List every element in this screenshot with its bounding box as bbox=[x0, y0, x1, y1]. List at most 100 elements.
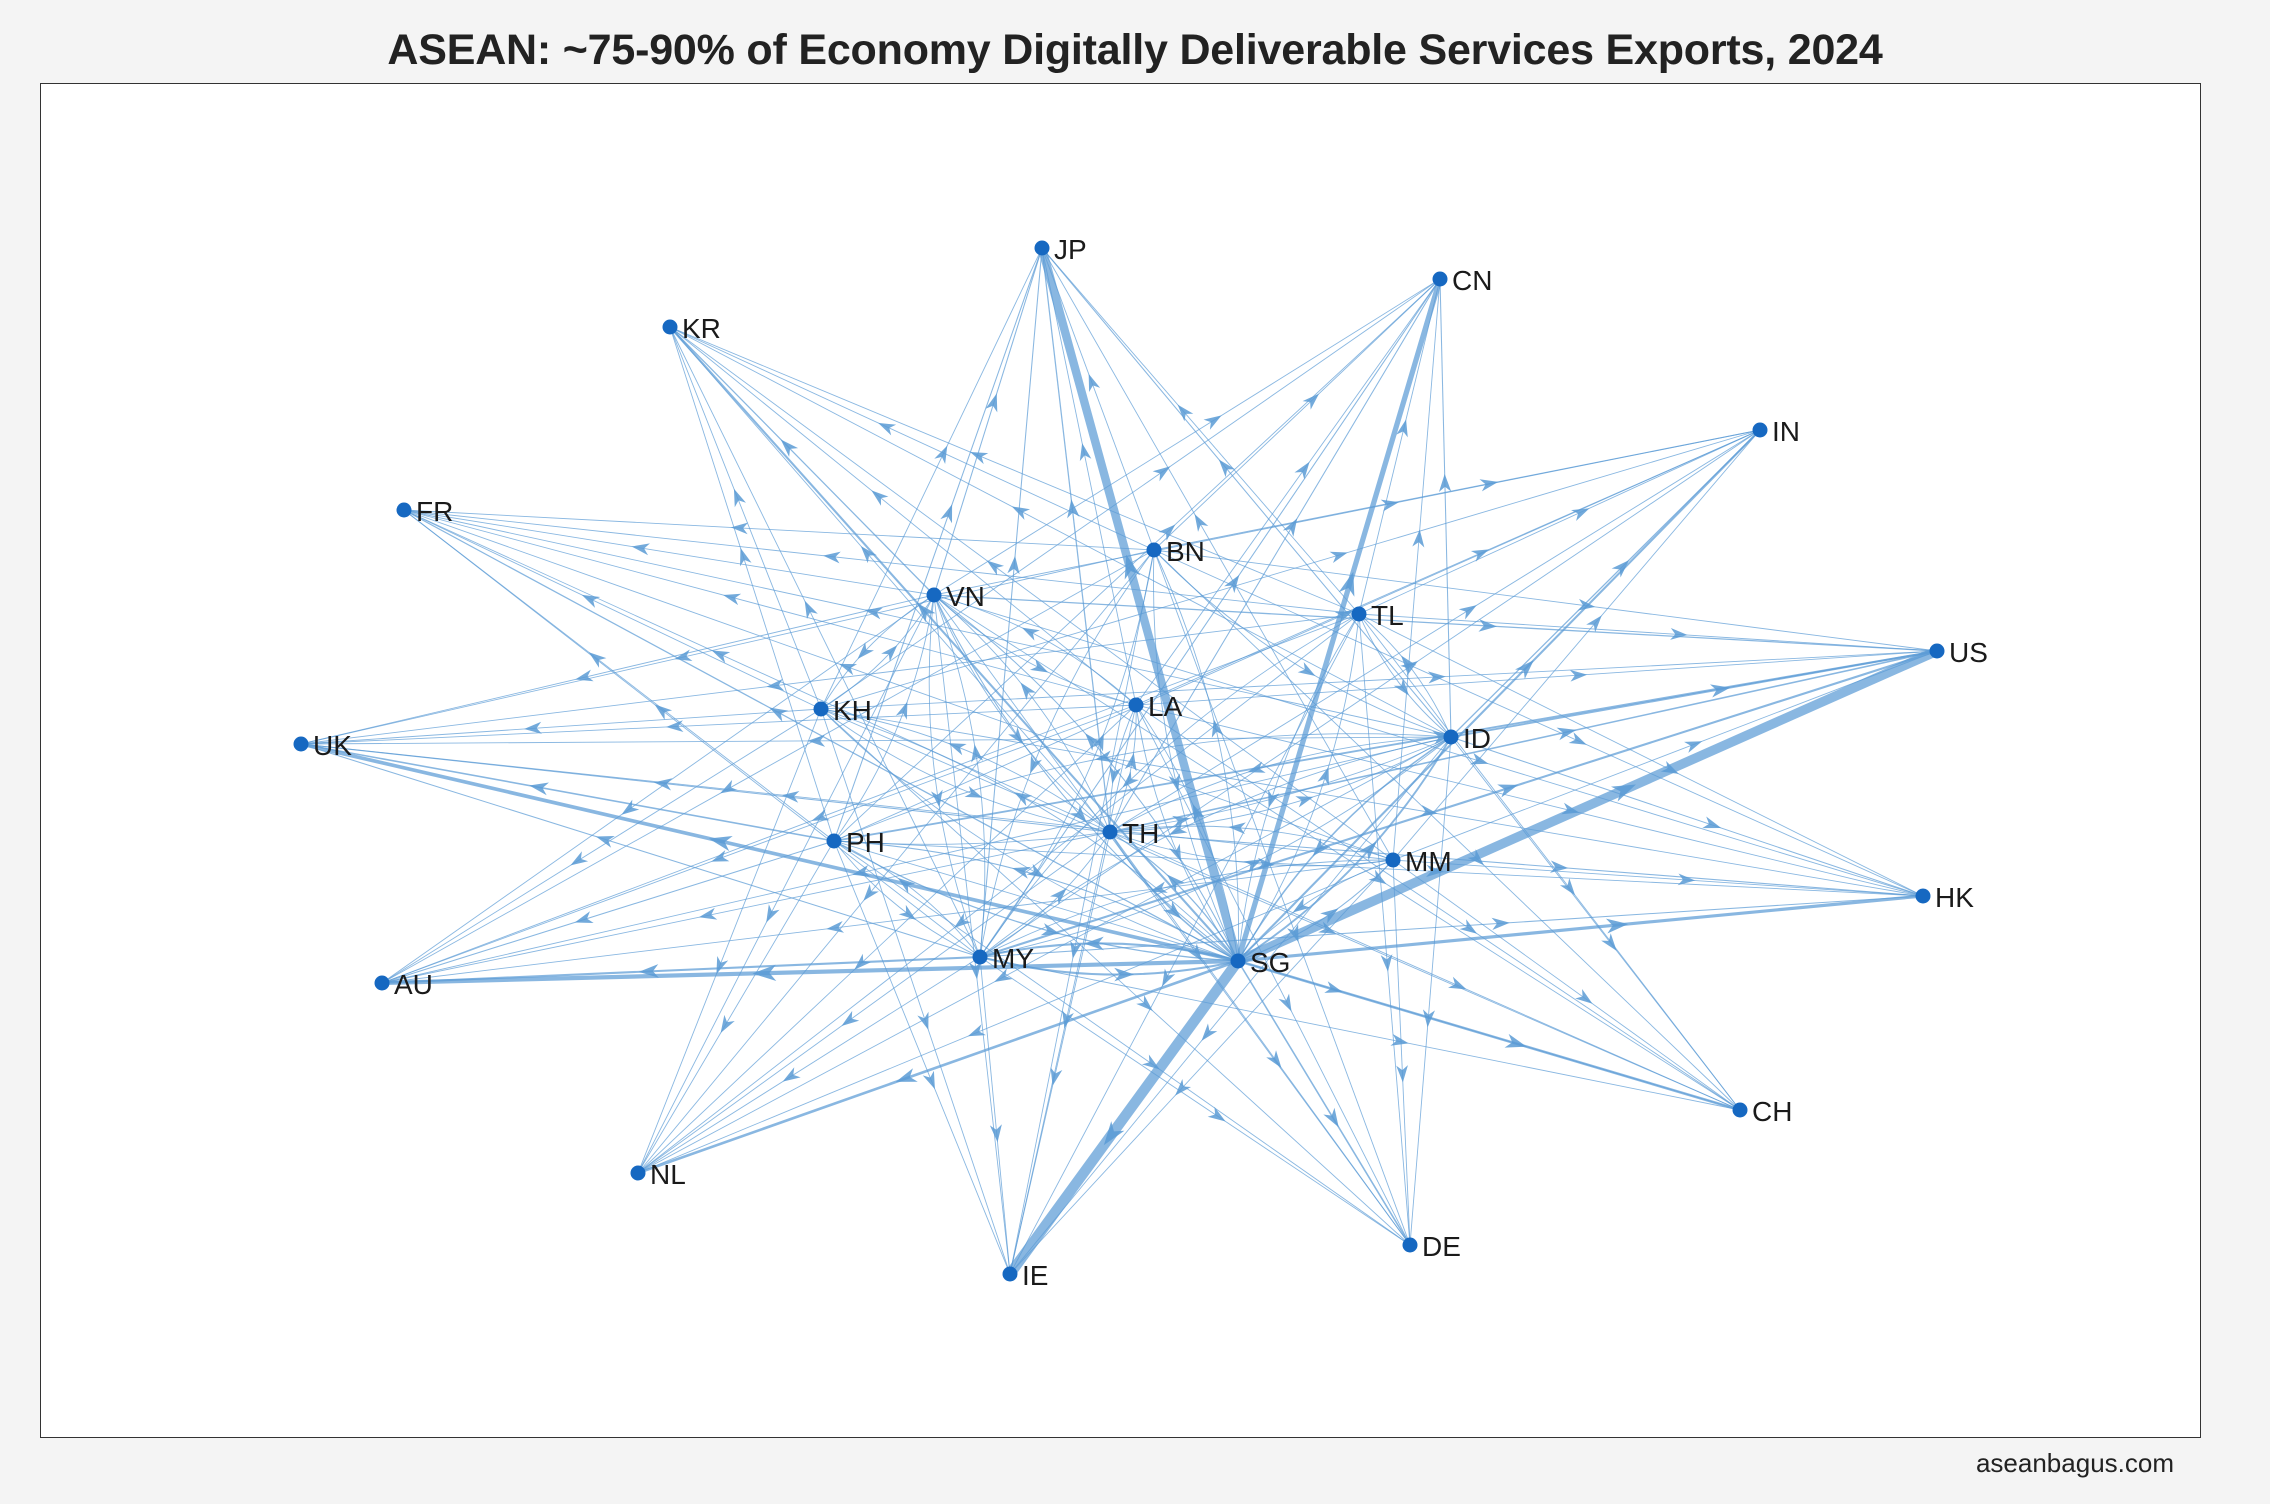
arrowhead-icon bbox=[1292, 897, 1311, 913]
edge-BN-HK bbox=[1153, 549, 1924, 897]
edge-line bbox=[300, 549, 1155, 745]
edge-MM-CN bbox=[1392, 278, 1441, 861]
node-CN: CN bbox=[1432, 265, 1492, 296]
arrowhead-icon bbox=[1067, 499, 1080, 519]
arrowhead-icon bbox=[1040, 923, 1061, 936]
arrowhead-icon bbox=[781, 791, 800, 803]
arrowhead-icon bbox=[1256, 857, 1275, 870]
arrowhead-icon bbox=[1670, 628, 1688, 640]
edge-TH-LA bbox=[1109, 704, 1137, 833]
edge-KH-CN bbox=[820, 278, 1441, 710]
edge-line bbox=[1109, 736, 1452, 833]
edge-line bbox=[1005, 957, 1243, 1278]
edge-ID-UK bbox=[300, 734, 1452, 747]
node-marker bbox=[374, 975, 390, 991]
node-label: DE bbox=[1422, 1231, 1461, 1262]
edge-line bbox=[820, 594, 935, 710]
arrowhead-icon bbox=[917, 603, 936, 623]
arrowhead-icon bbox=[1396, 419, 1408, 438]
edge-TH-NL bbox=[637, 831, 1111, 1174]
edge-line bbox=[637, 594, 935, 1174]
edge-TL-DE bbox=[1358, 613, 1411, 1246]
node-marker bbox=[1929, 643, 1945, 659]
edge-line bbox=[1153, 429, 1761, 551]
edge-BN-CH bbox=[1153, 549, 1741, 1111]
node-label: MM bbox=[1405, 846, 1452, 877]
node-label: NL bbox=[650, 1159, 686, 1190]
node-IE: IE bbox=[1002, 1260, 1048, 1291]
edge-line bbox=[979, 895, 1924, 958]
edge-ID-JP bbox=[1041, 247, 1452, 738]
edge-line bbox=[979, 278, 1441, 958]
arrowhead-icon bbox=[581, 594, 601, 608]
arrowhead-icon bbox=[723, 593, 742, 606]
edge-line bbox=[820, 708, 1111, 833]
arrowhead-icon bbox=[1448, 976, 1467, 990]
node-marker bbox=[293, 736, 309, 752]
nodes-layer: SG MY TH ID VN PH KH LA MM BN TL JP CN KR IN US HK CH DE IE… bbox=[293, 234, 1988, 1291]
edge-line bbox=[1237, 859, 1394, 962]
node-label: ID bbox=[1463, 723, 1491, 754]
arrowhead-icon bbox=[769, 707, 789, 722]
edge-line bbox=[820, 708, 1239, 962]
edge-line bbox=[1109, 831, 1394, 867]
arrowhead-icon bbox=[1278, 993, 1292, 1012]
edge-TL-AU bbox=[381, 613, 1360, 984]
node-UK: UK bbox=[293, 730, 352, 761]
arrowhead-icon bbox=[1677, 873, 1696, 886]
edge-line bbox=[833, 840, 1411, 1246]
arrowhead-icon bbox=[780, 439, 799, 457]
edge-KH-UK bbox=[300, 708, 822, 745]
node-marker bbox=[1443, 729, 1459, 745]
edge-MM-FR bbox=[403, 509, 1394, 861]
edge-VN-KR bbox=[669, 326, 935, 596]
edge-line bbox=[833, 840, 981, 958]
edge-MY-VN bbox=[933, 594, 986, 958]
edge-KH-CH bbox=[820, 708, 1741, 1111]
edge-line bbox=[1135, 704, 1741, 1111]
edge-line bbox=[979, 429, 1761, 958]
edge-line bbox=[979, 613, 1360, 958]
edge-TL-ID bbox=[1358, 613, 1452, 738]
node-NL: NL bbox=[630, 1159, 686, 1190]
edge-BN-KR bbox=[669, 326, 1155, 551]
edge-TL-US bbox=[1358, 613, 1938, 652]
arrowhead-icon bbox=[967, 1024, 986, 1037]
edge-line bbox=[381, 831, 1111, 984]
node-VN: VN bbox=[926, 581, 985, 612]
arrowhead-icon bbox=[1011, 506, 1031, 520]
edge-line bbox=[820, 650, 1938, 710]
edge-ID-PH bbox=[833, 733, 1452, 842]
edge-SG-MY bbox=[979, 936, 1239, 963]
edge-MY-FR bbox=[403, 509, 981, 958]
arrowhead-icon bbox=[1479, 479, 1499, 492]
arrowhead-icon bbox=[1422, 1009, 1435, 1028]
node-label: KR bbox=[682, 313, 721, 344]
arrowhead-icon bbox=[994, 968, 1013, 982]
edge-line bbox=[1109, 278, 1441, 833]
node-label: CN bbox=[1452, 265, 1492, 296]
edge-line bbox=[979, 942, 1239, 963]
edge-LA-CH bbox=[1135, 704, 1741, 1111]
edge-MY-KR bbox=[669, 326, 981, 958]
edge-line bbox=[300, 613, 1360, 745]
edge-line bbox=[637, 840, 835, 1174]
arrowhead-icon bbox=[1426, 864, 1444, 877]
edge-line bbox=[1358, 613, 1452, 738]
edge-TL-KR bbox=[669, 326, 1360, 615]
edge-line bbox=[820, 278, 1441, 710]
edge-line bbox=[820, 247, 1043, 710]
arrowhead-icon bbox=[1014, 792, 1033, 807]
edge-LA-IE bbox=[1009, 704, 1137, 1275]
arrowhead-icon bbox=[860, 545, 877, 564]
edge-line bbox=[979, 955, 1239, 976]
edge-line bbox=[979, 956, 1741, 1111]
arrowhead-icon bbox=[1318, 921, 1337, 934]
node-label: FR bbox=[416, 496, 453, 527]
arrowhead-icon bbox=[720, 779, 738, 794]
arrowhead-icon bbox=[1092, 733, 1104, 752]
arrowhead-icon bbox=[631, 543, 650, 556]
edge-line bbox=[1041, 247, 1360, 615]
edge-TL-IE bbox=[1009, 613, 1360, 1275]
